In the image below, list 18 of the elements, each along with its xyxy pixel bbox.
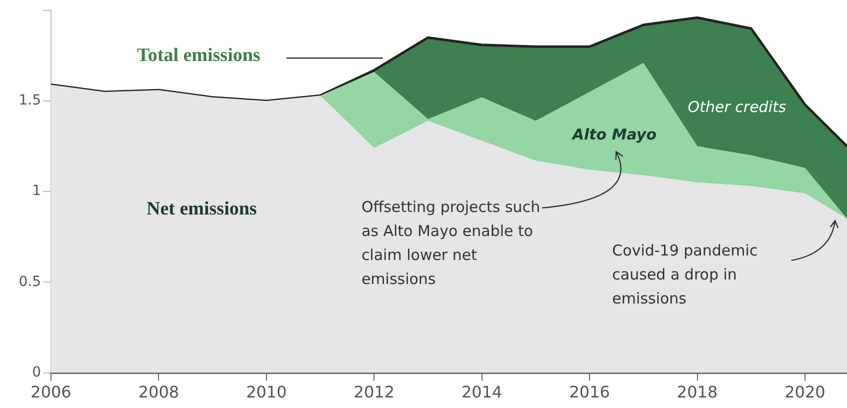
- series-label: Alto Mayo: [571, 125, 657, 144]
- annotation: Covid-19 pandemic caused a drop in emissions: [612, 241, 758, 308]
- x-tick-label: 2006: [30, 382, 72, 402]
- x-tick-label: 2016: [569, 382, 610, 402]
- y-tick-label: 1.5: [18, 92, 41, 109]
- x-tick-label: 2010: [246, 382, 287, 402]
- x-tick-label: 2018: [676, 382, 718, 402]
- x-tick-label: 2012: [354, 382, 394, 402]
- x-tick-label: 2008: [138, 382, 180, 402]
- series-label: Net emissions: [146, 198, 257, 220]
- series-label: Other credits: [688, 98, 786, 116]
- x-tick-label: 2014: [461, 382, 502, 402]
- y-tick-label: 0: [32, 364, 41, 380]
- annotation: Total emissions: [136, 44, 260, 66]
- y-tick-label: 1: [32, 183, 41, 200]
- x-tick-label: 2020: [784, 382, 826, 402]
- annotation: Offsetting projects such as Alto Mayo enable to claim lower net emissions: [361, 198, 540, 288]
- y-tick-label: 0.5: [18, 274, 41, 290]
